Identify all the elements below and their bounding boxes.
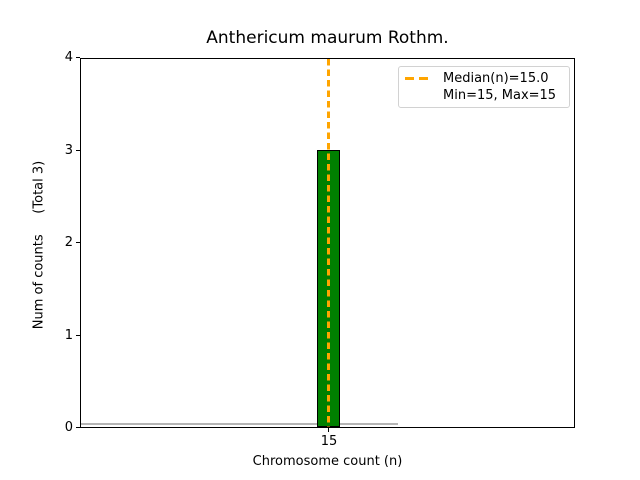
legend: Median(n)=15.0 Min=15, Max=15 [398,66,570,108]
legend-entry-minmax: Min=15, Max=15 [405,87,563,104]
y-tick-label-1: 1 [64,328,73,343]
y-tick-label-3: 3 [64,143,73,158]
legend-label-median: Median(n)=15.0 [443,71,549,86]
chart-title: Anthericum maurum Rothm. [206,28,449,48]
legend-entry-median: Median(n)=15.0 [405,70,563,87]
y-tick-mark-3 [76,150,80,152]
x-axis-label: Chromosome count (n) [252,454,403,469]
legend-label-minmax: Min=15, Max=15 [443,88,557,103]
y-tick-mark-4 [76,57,80,59]
y-tick-label-4: 4 [64,50,73,65]
y-tick-mark-1 [76,335,80,337]
y-tick-label-2: 2 [64,235,73,250]
y-tick-mark-2 [76,242,80,244]
y-axis-label: Num of counts (Total 3) [31,160,47,330]
y-tick-label-0: 0 [64,420,73,435]
median-dash-swatch [405,77,432,80]
median-dashed-line [327,59,330,427]
legend-swatch-blank [405,94,432,97]
y-tick-mark-0 [76,427,80,429]
zero-baseline-segment [81,423,398,425]
x-tick-label-15: 15 [320,434,338,449]
plot-area: Median(n)=15.0 Min=15, Max=15 [80,58,575,428]
x-tick-mark-15 [328,428,330,432]
